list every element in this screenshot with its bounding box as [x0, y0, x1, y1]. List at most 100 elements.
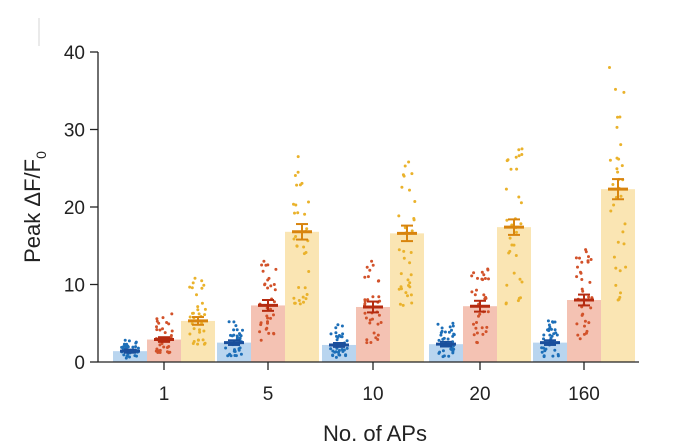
- data-point: [335, 338, 339, 342]
- data-point: [193, 276, 197, 280]
- data-point: [229, 354, 233, 358]
- bar-yellow-10: [390, 233, 424, 362]
- data-point: [337, 353, 341, 357]
- data-point: [408, 281, 412, 285]
- data-point: [507, 251, 511, 255]
- data-point: [163, 331, 167, 335]
- data-point: [544, 347, 548, 351]
- data-point: [376, 333, 380, 337]
- data-point: [505, 283, 509, 287]
- data-point: [369, 341, 373, 344]
- data-point: [546, 328, 549, 332]
- data-point: [272, 313, 275, 317]
- data-point: [262, 259, 266, 263]
- data-point: [413, 200, 417, 203]
- data-point: [505, 218, 509, 222]
- data-point: [342, 348, 346, 352]
- data-point: [238, 336, 242, 340]
- data-point: [553, 328, 557, 332]
- y-tick-label: 40: [64, 43, 85, 64]
- data-point: [368, 268, 372, 272]
- data-point: [377, 279, 381, 283]
- data-point: [341, 332, 345, 336]
- data-point: [514, 155, 518, 159]
- data-point: [259, 323, 263, 327]
- data-point: [292, 237, 296, 241]
- data-point: [238, 346, 242, 350]
- data-point: [448, 325, 452, 329]
- data-point: [408, 285, 412, 289]
- data-point: [363, 298, 367, 302]
- data-point: [126, 345, 130, 349]
- data-point: [450, 347, 454, 350]
- data-point: [615, 125, 619, 129]
- data-point: [509, 167, 513, 171]
- data-point: [618, 269, 622, 273]
- data-point: [478, 312, 482, 316]
- data-point: [366, 275, 370, 279]
- bar-yellow-20: [497, 227, 531, 362]
- data-point: [550, 327, 553, 331]
- data-point: [297, 299, 301, 302]
- data-point: [364, 316, 368, 320]
- data-point: [297, 286, 301, 289]
- data-point: [232, 320, 236, 324]
- data-point: [400, 287, 403, 291]
- data-point: [124, 345, 128, 349]
- data-point: [403, 164, 407, 168]
- data-point: [451, 349, 455, 353]
- data-point: [264, 327, 268, 331]
- data-point: [397, 214, 401, 218]
- data-point: [366, 298, 370, 302]
- data-point: [514, 254, 518, 257]
- data-point: [198, 330, 202, 334]
- data-point: [578, 256, 581, 260]
- data-point: [406, 294, 409, 298]
- data-point: [620, 164, 624, 168]
- data-point: [259, 338, 263, 342]
- data-point: [406, 278, 410, 282]
- data-point: [609, 209, 613, 213]
- data-point: [580, 278, 584, 281]
- data-point: [619, 194, 623, 198]
- data-point: [134, 345, 138, 349]
- data-point: [487, 277, 490, 281]
- data-point: [266, 321, 269, 325]
- data-point: [293, 301, 297, 305]
- data-point: [551, 354, 555, 358]
- data-point: [266, 286, 270, 290]
- y-axis-title: Peak ΔF/F0: [20, 151, 49, 263]
- data-point: [170, 329, 174, 333]
- data-point: [368, 321, 372, 325]
- data-point: [334, 326, 338, 330]
- data-point: [226, 354, 230, 358]
- data-point: [234, 324, 238, 328]
- data-point: [363, 275, 367, 279]
- data-point: [261, 269, 265, 273]
- y-tick-label: 0: [74, 353, 85, 374]
- data-point: [439, 331, 443, 335]
- x-tick-label: 20: [469, 384, 490, 405]
- data-point: [614, 87, 617, 91]
- data-point: [235, 334, 239, 338]
- data-point: [583, 319, 587, 323]
- data-point: [307, 270, 311, 273]
- data-point: [305, 227, 309, 231]
- data-point: [576, 333, 580, 337]
- data-point: [619, 291, 622, 295]
- data-point: [272, 300, 276, 304]
- data-point: [131, 345, 135, 349]
- data-point: [548, 325, 552, 329]
- data-point: [200, 301, 204, 305]
- data-point: [376, 322, 380, 326]
- data-point: [296, 155, 300, 159]
- data-point: [519, 222, 523, 226]
- data-point: [546, 319, 550, 323]
- data-point: [616, 115, 619, 119]
- data-point: [450, 328, 453, 332]
- data-point: [476, 276, 479, 280]
- data-point: [508, 236, 512, 240]
- data-point: [336, 323, 340, 327]
- data-point: [154, 349, 158, 353]
